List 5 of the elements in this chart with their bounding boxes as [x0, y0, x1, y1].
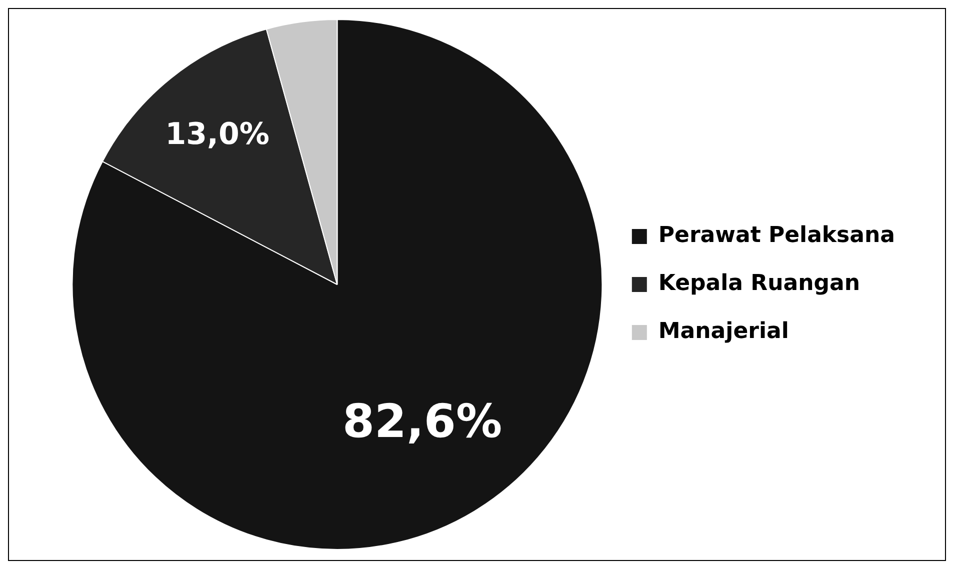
data-label: 82,6% — [342, 394, 502, 448]
legend-label: Kepala Ruangan — [658, 271, 860, 296]
legend-label: Manajerial — [658, 319, 789, 344]
data-label: 13,0% — [165, 116, 270, 152]
legend-label: Perawat Pelaksana — [658, 223, 896, 248]
